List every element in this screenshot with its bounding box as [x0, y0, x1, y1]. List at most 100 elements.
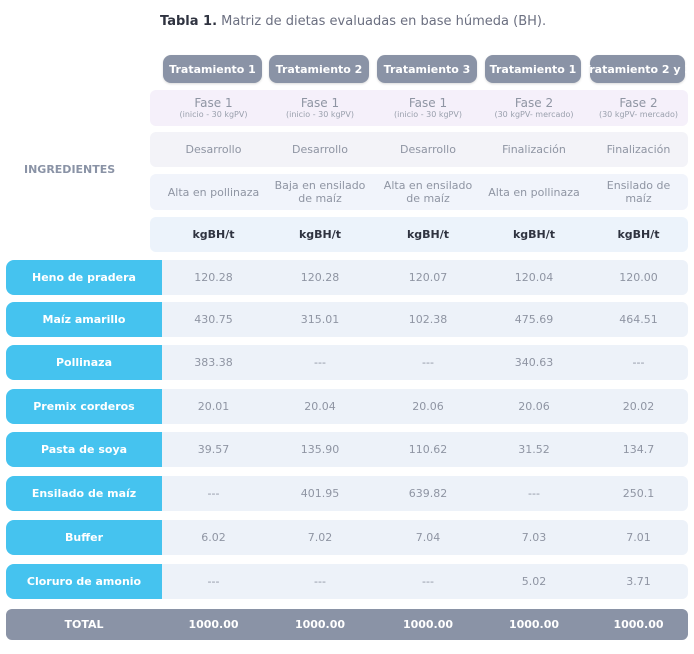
table-cell: 340.63 [514, 356, 554, 369]
total-cell: 1000.00 [613, 618, 664, 631]
diet-cell-4: Alta en pollinaza [488, 185, 580, 199]
table-cell: --- [207, 575, 220, 588]
fase-label: Fase 1 [300, 96, 340, 110]
table-cell: 464.51 [619, 313, 658, 326]
table-cell: 7.01 [626, 531, 651, 544]
unit-label: kgBH/t [512, 228, 556, 241]
stage-cell-1: Desarrollo [185, 143, 242, 156]
table-row [150, 389, 688, 424]
fase-cell-4: Fase 2 (30 kgPV- mercado) [484, 90, 584, 126]
total-cell: 1000.00 [188, 618, 239, 631]
table-row [150, 260, 688, 295]
table-cell: 20.06 [518, 400, 550, 413]
treatment-header-4: Tratamiento 1 [485, 55, 581, 83]
unit-label: kgBH/t [617, 228, 660, 241]
ingredient-label: Buffer [6, 520, 162, 555]
table-cell: 120.28 [300, 271, 340, 284]
unit-cell-5: kgBH/t [589, 217, 688, 252]
table-cell: 6.02 [201, 531, 226, 544]
unit-cell-3: kgBH/t [376, 217, 480, 252]
table-cell: 20.01 [197, 400, 230, 413]
table-cell: 383.38 [194, 356, 233, 369]
table-cell: 7.03 [521, 531, 547, 544]
table-cell: 120.00 [619, 271, 658, 284]
table-cell: 7.02 [307, 531, 333, 544]
stage-band [150, 132, 688, 167]
table-cell: --- [422, 575, 434, 588]
treatment-header-3: Tratamiento 3 [377, 55, 477, 83]
unit-cell-1: kgBH/t [162, 217, 265, 252]
treatment-header-1: Tratamiento 1 [163, 55, 262, 83]
diet-cell-2: Baja en ensilado de maíz [274, 179, 366, 205]
table-cell: 475.69 [514, 313, 554, 326]
table-cell: 7.04 [415, 531, 441, 544]
table-row [150, 302, 688, 337]
table-row [150, 432, 688, 467]
table-cell: --- [314, 356, 326, 369]
fase-band [150, 90, 688, 126]
table-title: Tabla 1. Matriz de dietas evaluadas en b… [160, 14, 546, 29]
table-cell: --- [314, 575, 326, 588]
fase-label: Fase 1 [194, 96, 233, 110]
table-cell: 135.90 [300, 443, 340, 456]
fase-range: (inicio - 30 kgPV) [394, 110, 462, 119]
unit-label: kgBH/t [298, 228, 342, 241]
diet-band [150, 174, 688, 210]
total-label: TOTAL [64, 618, 104, 631]
table-cell: 120.07 [408, 271, 448, 284]
ingredient-label: Maíz amarillo [6, 302, 162, 337]
ingredient-label: Cloruro de amonio [6, 564, 162, 599]
ingredient-label: Premix corderos [6, 389, 162, 424]
fase-cell-3: Fase 1 (inicio - 30 kgPV) [376, 90, 480, 126]
treatment-header-2: Tratamiento 2 [269, 55, 369, 83]
fase-range: (inicio - 30 kgPV) [179, 110, 248, 119]
ingredient-label: Pasta de soya [6, 432, 162, 467]
fase-range: (30 kgPV- mercado) [598, 110, 679, 119]
fase-label: Fase 2 [619, 96, 658, 110]
ingredient-label: Pollinaza [6, 345, 162, 380]
fase-label: Fase 2 [514, 96, 554, 110]
table-cell: 134.7 [622, 443, 655, 456]
unit-cell-2: kgBH/t [268, 217, 372, 252]
ingredient-label: Ensilado de maíz [6, 476, 162, 511]
table-row [150, 564, 688, 599]
table-cell: --- [207, 487, 220, 500]
table-cell: 120.28 [194, 271, 233, 284]
table-cell: 20.02 [622, 400, 655, 413]
unit-label: kgBH/t [192, 228, 235, 241]
table-cell: 20.06 [412, 400, 444, 413]
table-cell: 250.1 [622, 487, 655, 500]
table-cell: 39.57 [197, 443, 230, 456]
table-row [150, 520, 688, 555]
diet-cell-1: Alta en pollinaza [167, 185, 260, 199]
fase-cell-1: Fase 1 (inicio - 30 kgPV) [162, 90, 265, 126]
table-cell: --- [422, 356, 434, 369]
diet-cell-3: Alta en ensilado de maíz [383, 179, 473, 205]
table-cell: 110.62 [408, 443, 448, 456]
diet-cell-5: Ensilado de maíz [606, 179, 671, 205]
table-cell: --- [632, 356, 645, 369]
total-cell: 1000.00 [508, 618, 560, 631]
table-row [150, 476, 688, 511]
unit-band [150, 217, 688, 252]
table-cell: 3.71 [626, 575, 651, 588]
table-cell: 20.04 [304, 400, 336, 413]
fase-label: Fase 1 [408, 96, 448, 110]
table-cell: 5.02 [521, 575, 547, 588]
fase-range: (30 kgPV- mercado) [494, 110, 574, 119]
fase-cell-5: Fase 2 (30 kgPV- mercado) [589, 90, 688, 126]
table-row [150, 345, 688, 380]
fase-range: (inicio - 30 kgPV) [286, 110, 354, 119]
table-title-text: Matriz de dietas evaluadas en base húmed… [217, 14, 547, 29]
table-cell: 430.75 [194, 313, 233, 326]
treatment-header-5: Tratamiento 2 y 3 [583, 55, 692, 83]
total-cell: 1000.00 [402, 618, 454, 631]
table-cell: 639.82 [408, 487, 448, 500]
table-cell: 102.38 [408, 313, 448, 326]
table-title-number: Tabla 1. [160, 14, 218, 29]
ingredient-label: Heno de pradera [6, 260, 162, 295]
ingredients-heading: INGREDIENTES [24, 163, 116, 176]
fase-cell-2: Fase 1 (inicio - 30 kgPV) [268, 90, 372, 126]
table-cell: 315.01 [300, 313, 340, 326]
table-cell: --- [528, 487, 540, 500]
